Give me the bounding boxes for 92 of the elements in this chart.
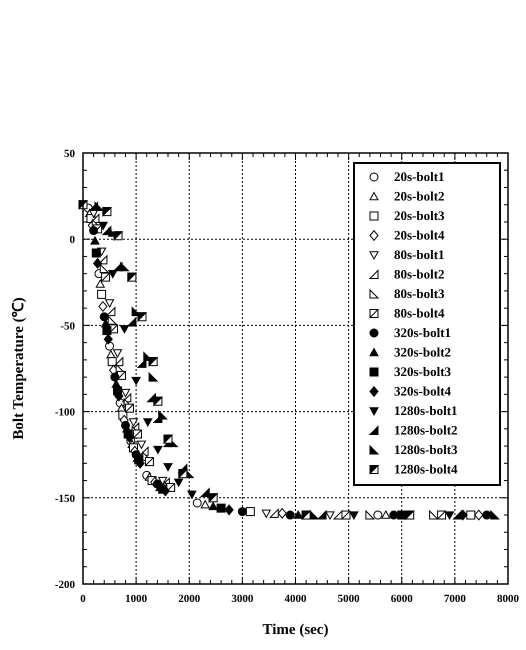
point (224, 504, 234, 516)
point (373, 510, 382, 520)
point (148, 372, 158, 382)
point (174, 478, 184, 487)
point (349, 511, 358, 520)
point (120, 262, 129, 272)
point (326, 511, 335, 520)
point (286, 510, 295, 520)
point (208, 502, 218, 510)
point (143, 418, 152, 426)
point (482, 510, 492, 520)
x-tick-label: 2000 (178, 593, 201, 605)
point (128, 418, 138, 426)
y-axis-title: Bolt Temperature (℃) (11, 297, 27, 440)
point (93, 258, 102, 269)
legend-label: 1280s-bolt4 (394, 462, 458, 476)
point (389, 510, 398, 520)
y-tick-label: -150 (54, 492, 76, 505)
legend-label: 80s-bolt3 (394, 286, 446, 301)
point (158, 410, 168, 420)
point (108, 316, 117, 325)
legend-label: 20s-bolt2 (394, 188, 445, 204)
point (270, 508, 279, 518)
legend-label: 80s-bolt4 (394, 306, 446, 320)
point (100, 312, 109, 322)
point (132, 376, 141, 386)
legend-label: 1280s-bolt3 (394, 442, 458, 457)
point (294, 510, 303, 519)
point (114, 357, 124, 366)
point (164, 463, 172, 472)
x-tick-label: 1000 (125, 593, 148, 605)
point (127, 317, 136, 326)
x-tick-label: 4000 (284, 593, 307, 605)
point (90, 236, 100, 245)
point (466, 510, 476, 520)
point (120, 325, 129, 334)
legend-label: 20s-bolt3 (394, 208, 446, 223)
point (365, 510, 374, 520)
y-tick-label: -100 (54, 406, 76, 419)
point (104, 334, 113, 344)
point (89, 226, 98, 236)
point (453, 510, 462, 520)
legend-label: 320s-bolt1 (394, 325, 452, 340)
legend-label: 1280s-bolt2 (394, 422, 458, 438)
point (246, 507, 255, 516)
y-tick-label: -200 (54, 579, 76, 591)
legend-label: 20s-bolt1 (394, 169, 445, 184)
point (216, 504, 226, 513)
y-tick-label: 0 (70, 234, 76, 246)
point (98, 301, 108, 312)
point (108, 357, 117, 366)
point (474, 510, 484, 520)
point (105, 299, 114, 308)
point (102, 326, 112, 336)
point (262, 510, 271, 518)
point (238, 507, 247, 516)
point (108, 270, 118, 278)
point (381, 510, 390, 519)
x-axis-title: Time (sec) (262, 622, 328, 638)
point (200, 500, 210, 508)
y-tick-label: 50 (64, 148, 76, 160)
x-tick-label: 0 (80, 593, 86, 605)
point (429, 510, 438, 520)
legend-label: 80s-bolt2 (394, 266, 445, 282)
point (97, 290, 106, 299)
point (318, 510, 327, 520)
legend-label: 320s-bolt4 (394, 384, 452, 398)
point (94, 202, 104, 211)
point (445, 511, 454, 520)
x-tick-label: 8000 (497, 593, 520, 605)
legend-label: 20s-bolt4 (394, 228, 446, 242)
point (490, 510, 500, 520)
point (92, 248, 101, 258)
x-tick-label: 3000 (231, 593, 254, 605)
point (192, 498, 202, 508)
point (187, 490, 196, 499)
x-tick-label: 6000 (390, 593, 414, 605)
x-tick-label: 7000 (444, 593, 466, 605)
legend-label: 320s-bolt2 (394, 344, 452, 360)
point (110, 372, 120, 382)
point (121, 388, 130, 398)
legend-label: 1280s-bolt1 (394, 403, 458, 418)
point (96, 280, 105, 288)
point (136, 440, 146, 449)
x-tick-label: 5000 (338, 593, 360, 605)
point (98, 222, 108, 230)
legend-label: 320s-bolt3 (394, 364, 452, 379)
point (278, 508, 287, 519)
point (113, 349, 122, 358)
point (153, 446, 162, 454)
y-tick-label: -50 (60, 320, 76, 332)
legend-label: 80s-bolt1 (394, 247, 445, 262)
